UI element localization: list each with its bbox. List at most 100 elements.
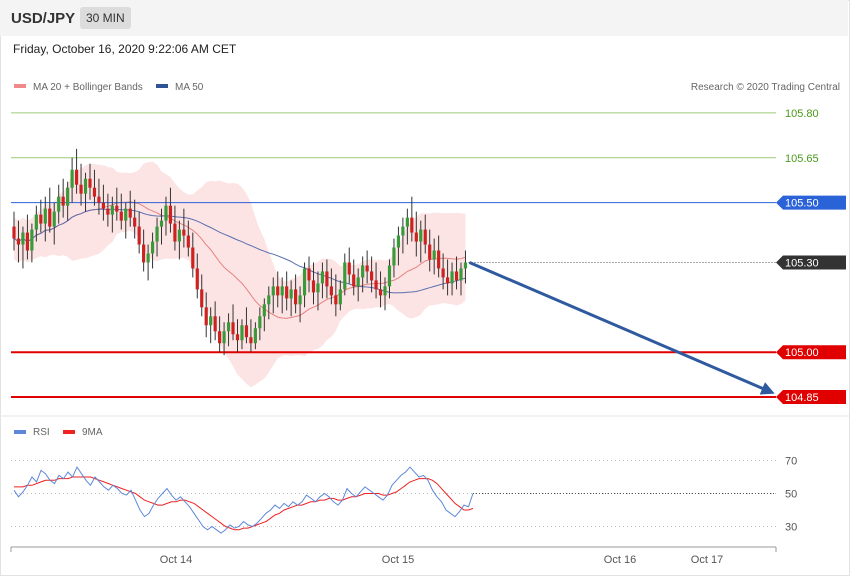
candle xyxy=(79,163,83,206)
candle xyxy=(119,193,123,230)
candle xyxy=(374,262,378,299)
candle xyxy=(43,196,47,242)
candle-body xyxy=(195,268,199,290)
chart-header: USD/JPY 30 MIN xyxy=(0,0,848,36)
x-axis-tick-label: Oct 16 xyxy=(604,554,636,566)
ma20-legend-swatch xyxy=(14,84,26,88)
candle-body xyxy=(365,265,369,272)
candle-body xyxy=(311,280,316,293)
candle-body xyxy=(218,331,222,344)
candle-body xyxy=(39,214,43,224)
candle-body xyxy=(356,277,360,287)
chart-timestamp: Friday, October 16, 2020 9:22:06 AM CET xyxy=(13,42,237,56)
candle-body xyxy=(52,211,56,227)
candle xyxy=(177,220,181,260)
candle xyxy=(124,202,128,239)
candle-body xyxy=(222,331,226,344)
rsi-ma-legend-label: 9MA xyxy=(82,427,103,438)
candle xyxy=(401,217,405,254)
candle xyxy=(459,262,463,296)
candle-body xyxy=(253,328,257,344)
bollinger-band xyxy=(14,161,466,388)
candle-body xyxy=(177,229,181,242)
candle-body xyxy=(329,286,333,296)
candle xyxy=(334,274,338,317)
candle xyxy=(240,319,244,350)
candle-body xyxy=(463,262,468,269)
candle xyxy=(213,301,217,341)
candle xyxy=(302,262,307,308)
bollinger-band-area xyxy=(14,161,466,388)
resistance-level-label: 105.65 xyxy=(785,153,819,165)
candle-body xyxy=(137,226,141,245)
candle-body xyxy=(401,226,405,236)
candle xyxy=(294,274,298,314)
candle-body xyxy=(383,286,387,296)
candle-body xyxy=(124,208,128,221)
candle xyxy=(262,298,266,332)
candle-body xyxy=(213,316,217,332)
candle-body xyxy=(267,295,271,305)
candle-body xyxy=(12,226,16,239)
rsi-line xyxy=(13,466,474,534)
candle-body xyxy=(280,286,284,296)
candle-body xyxy=(249,337,253,344)
ma50-line xyxy=(13,208,466,294)
candle xyxy=(338,280,342,311)
candle xyxy=(209,307,213,344)
support-level-tag xyxy=(776,390,846,405)
candle xyxy=(115,187,119,221)
candle-body xyxy=(276,286,280,296)
support-level-label: 105.00 xyxy=(785,347,819,359)
candle-body xyxy=(142,244,146,263)
candle-body xyxy=(244,325,249,338)
candle xyxy=(320,262,325,299)
candle-body xyxy=(410,217,414,233)
candle xyxy=(267,286,271,320)
candle-body xyxy=(454,271,459,281)
candle xyxy=(133,199,137,239)
candle xyxy=(347,247,351,284)
candle-body xyxy=(155,226,159,242)
candle xyxy=(61,178,65,218)
candle-body xyxy=(61,196,65,206)
candle xyxy=(173,205,177,251)
candle xyxy=(316,271,320,311)
candle xyxy=(106,193,110,227)
candle xyxy=(57,184,61,224)
candle xyxy=(244,307,249,344)
candle-body xyxy=(133,217,137,227)
candle xyxy=(186,220,190,257)
candle xyxy=(39,199,43,233)
candle xyxy=(365,250,369,284)
candle xyxy=(463,250,468,284)
candle xyxy=(146,244,150,281)
candle xyxy=(423,214,427,254)
candle-body xyxy=(106,208,110,215)
x-axis-labels: Oct 14 Oct 15 Oct 16 Oct 17 xyxy=(160,554,723,566)
candle-body xyxy=(387,265,392,287)
candle xyxy=(410,196,414,242)
candle-body xyxy=(428,244,432,260)
candle-body xyxy=(441,268,445,278)
candle-body xyxy=(405,217,409,227)
rsi-legend-swatch xyxy=(14,430,26,434)
candle-body xyxy=(370,271,374,281)
candle-body xyxy=(325,271,329,287)
candle xyxy=(48,187,52,233)
candle xyxy=(182,208,186,248)
candle xyxy=(83,172,88,212)
candle xyxy=(361,256,365,293)
candle xyxy=(12,211,16,251)
candle-body xyxy=(302,268,307,296)
timeframe-button[interactable]: 30 MIN xyxy=(80,7,131,29)
candle-body xyxy=(88,178,92,188)
candle xyxy=(88,163,92,200)
x-axis-tick-label: Oct 17 xyxy=(691,554,723,566)
candle xyxy=(128,190,132,227)
candle-body xyxy=(374,280,378,290)
candle-body xyxy=(16,238,21,245)
credit-text: Research © 2020 Trading Central xyxy=(691,82,840,93)
price-levels xyxy=(11,112,776,399)
candle-body xyxy=(101,202,105,209)
